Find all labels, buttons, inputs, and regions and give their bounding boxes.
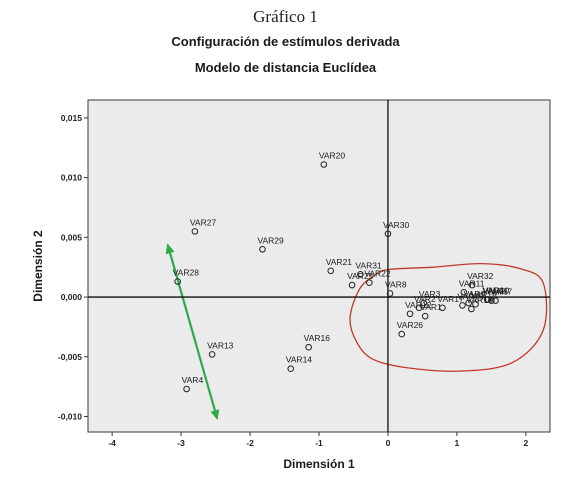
data-point	[366, 279, 373, 287]
point-label: VAR32	[467, 271, 494, 281]
point-label: VAR13	[207, 340, 234, 350]
point-label: VAR18	[471, 290, 498, 300]
data-point	[357, 271, 364, 278]
data-point	[488, 297, 495, 304]
point-label: VAR30	[383, 220, 410, 230]
y-tick-label: 0,010	[61, 173, 83, 183]
data-point	[492, 297, 499, 304]
figure-caption: Gráfico 1	[253, 7, 318, 26]
point-label: VAR8	[385, 279, 407, 289]
y-tick-label: 0,000	[61, 292, 83, 302]
data-point	[468, 305, 475, 313]
point-label: VAR6	[482, 285, 504, 295]
chart-title: Configuración de estímulos derivada	[171, 34, 400, 49]
point-label: VAR20	[319, 150, 346, 160]
data-point	[465, 299, 472, 307]
plot-area	[87, 99, 551, 433]
point-label: VAR25	[347, 271, 374, 281]
point-label: VAR26	[397, 320, 424, 330]
point-label: VAR15	[457, 291, 484, 301]
data-point	[420, 299, 428, 307]
point-label: VAR1	[420, 302, 442, 312]
data-point	[483, 296, 491, 303]
x-tick-label: -1	[315, 438, 323, 448]
chart-subtitle: Modelo de distancia Euclídea	[194, 60, 377, 75]
point-label: VAR9	[464, 289, 486, 299]
x-tick-label: 1	[455, 438, 460, 448]
x-tick-label: -4	[108, 438, 116, 448]
data-point	[459, 302, 466, 309]
point-label: VAR3	[419, 289, 441, 299]
point-label: VAR5	[486, 287, 508, 297]
data-point	[468, 281, 476, 289]
x-axis-title: Dimensión 1	[283, 457, 355, 471]
point-label: VAR11	[459, 278, 485, 288]
data-point	[398, 330, 406, 338]
data-point	[327, 267, 335, 275]
data-point	[191, 228, 199, 235]
data-point	[208, 351, 216, 358]
data-point	[406, 310, 414, 318]
x-tick-label: -3	[177, 438, 185, 448]
data-point	[259, 245, 266, 253]
point-label: VAR19	[466, 295, 493, 305]
y-axis-title: Dimensión 2	[31, 230, 45, 302]
data-point	[415, 304, 423, 312]
x-tick-label: 0	[386, 438, 391, 448]
data-point	[348, 281, 356, 289]
point-label: VAR7	[491, 287, 513, 297]
data-point	[472, 300, 479, 308]
y-tick-label: -0,005	[58, 352, 82, 362]
point-label: VAR22	[364, 269, 391, 279]
data-point	[183, 385, 190, 393]
point-label: VAR28	[173, 268, 200, 278]
data-point	[287, 365, 295, 373]
point-label: VAR17	[437, 294, 464, 304]
data-point	[460, 288, 468, 296]
arrow-head-down	[210, 409, 220, 421]
data-point	[386, 290, 394, 297]
data-point	[174, 278, 181, 285]
point-label: VAR21	[326, 257, 353, 267]
x-tick-label: -2	[246, 438, 254, 448]
point-label: VAR31	[355, 260, 382, 270]
chart-header: Gráfico 1 Configuración de estímulos der…	[0, 6, 571, 80]
data-point	[439, 304, 446, 312]
x-tick-label: 2	[523, 438, 528, 448]
point-label: VAR2	[414, 294, 436, 304]
point-label: VAR27	[190, 217, 217, 227]
point-label: VAR4	[182, 375, 204, 385]
data-point	[305, 343, 312, 351]
point-label: VAR14	[286, 355, 313, 365]
y-tick-label: 0,015	[61, 113, 83, 123]
data-point	[320, 161, 328, 168]
arrow-shaft	[168, 250, 217, 413]
point-label: VAR29	[257, 235, 284, 245]
point-label: VAR12	[405, 300, 432, 310]
y-tick-label: -0,010	[58, 411, 82, 421]
point-label: VAR10	[483, 285, 510, 295]
arrow-head-up	[165, 243, 175, 255]
data-point	[421, 312, 429, 320]
point-label: VAR16	[304, 333, 331, 343]
y-tick-label: 0,005	[61, 232, 83, 242]
data-point	[384, 230, 392, 238]
